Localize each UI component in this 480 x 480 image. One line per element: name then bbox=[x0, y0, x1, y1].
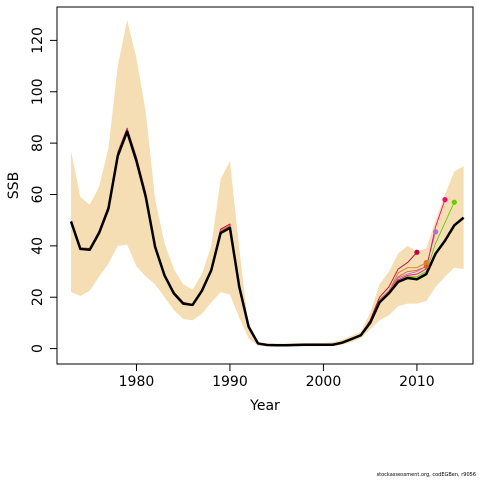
retro-endpoint-marker-3 bbox=[423, 259, 429, 266]
x-tick-label: 2000 bbox=[306, 374, 342, 390]
y-axis-label: SSB bbox=[6, 172, 22, 199]
y-tick-label: 100 bbox=[30, 78, 46, 105]
x-tick-label: 2010 bbox=[399, 374, 435, 390]
y-axis: 0 20 40 60 80 100 120 bbox=[30, 27, 58, 353]
y-tick-label: 120 bbox=[30, 27, 46, 54]
confidence-band-layer bbox=[71, 19, 464, 347]
y-tick-label: 40 bbox=[30, 237, 46, 255]
y-tick-label: 20 bbox=[30, 288, 46, 306]
y-tick-label: 80 bbox=[30, 134, 46, 152]
x-tick-label: 1980 bbox=[119, 374, 155, 390]
series-lines-layer bbox=[69, 127, 465, 347]
x-tick-label: 1990 bbox=[212, 374, 248, 390]
y-tick-label: 60 bbox=[30, 186, 46, 204]
retro-endpoint-marker-5 bbox=[442, 197, 448, 203]
main-series-line bbox=[69, 130, 465, 347]
x-axis: 1980 1990 2000 2010 bbox=[119, 363, 435, 390]
footer-credit: stockassessment.org, codEGBen, r9056 bbox=[376, 472, 476, 478]
endpoint-markers-layer bbox=[414, 197, 457, 270]
y-tick-label: 0 bbox=[30, 344, 46, 353]
retro-endpoint-marker-6 bbox=[451, 199, 457, 205]
x-axis-label: Year bbox=[249, 398, 280, 414]
confidence-band bbox=[71, 19, 464, 347]
retro-endpoint-marker-4 bbox=[433, 229, 439, 235]
retro-endpoint-marker-2 bbox=[423, 263, 429, 270]
retro-endpoint-marker-1 bbox=[414, 249, 420, 255]
